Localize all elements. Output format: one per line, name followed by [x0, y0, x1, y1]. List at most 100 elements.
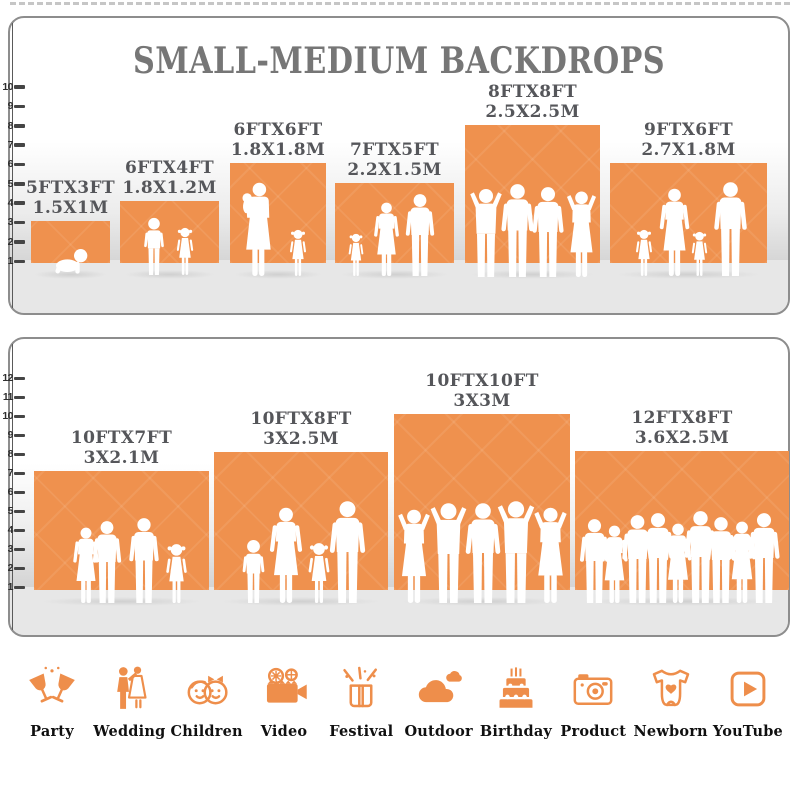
- ruler-tick-12: 12: [2, 372, 28, 384]
- size-meters: 2.2X1.5M: [347, 160, 442, 180]
- backdrop-size-label: 7FTX5FT 2.2X1.5M: [347, 140, 441, 180]
- ruler-tick-number: 12: [2, 372, 13, 384]
- page-title: SMALL-MEDIUM BACKDROPS: [132, 40, 666, 82]
- ruler-tick-number: 3: [7, 543, 14, 555]
- ground-strip: [10, 260, 788, 313]
- ruler-tick-4: 4: [2, 524, 28, 536]
- birthday-cake-icon: [499, 667, 533, 708]
- backdrop-size-label: 9FTX6FT 2.7X1.8M: [641, 120, 735, 160]
- ruler-tick-3: 3: [2, 543, 28, 555]
- girl-silhouette: [288, 229, 308, 276]
- ruler-tick-dash: [13, 547, 25, 552]
- backdrop-9ftx6ft: 9FTX6FT 2.7X1.8M: [610, 120, 767, 279]
- baby-silhouette: [49, 247, 91, 275]
- backdrop-size-label: 12FTX8FT 3.6X2.5M: [631, 408, 732, 448]
- wedding-couple-icon: [117, 666, 147, 709]
- size-feet: 5FTX3FT: [25, 178, 116, 198]
- party-glasses-icon: [29, 666, 75, 703]
- category-label: Festival: [329, 723, 394, 740]
- woman-arms-up-silhouette: [563, 189, 600, 277]
- ruler-tick-dash: [13, 528, 25, 533]
- ruler-tick-number: 5: [7, 177, 14, 190]
- size-feet: 9FTX6FT: [643, 120, 734, 140]
- size-feet: 7FTX5FT: [349, 140, 440, 160]
- feet-shadow: [401, 597, 563, 606]
- man-silhouette: [403, 194, 437, 276]
- category-label: Newborn: [633, 723, 708, 740]
- size-feet: 10FTX8FT: [250, 409, 352, 429]
- ruler-tick-1: 1: [2, 581, 28, 593]
- ruler-tick-number: 7: [7, 138, 14, 151]
- youtube-play-icon: [730, 671, 766, 707]
- backdrop-7ftx5ft: 7FTX5FT 2.2X1.5M: [335, 140, 454, 279]
- man-silhouette: [529, 187, 567, 277]
- backdrop-size-label: 6FTX4FT 1.8X1.2M: [122, 158, 216, 198]
- ruler-tick-dash: [13, 143, 25, 147]
- ruler-tick-dash: [13, 395, 25, 400]
- backdrop-10ftx8ft: 10FTX8FT 3X2.5M: [214, 409, 388, 606]
- ruler-tick-11: 11: [2, 391, 28, 403]
- outdoor-clouds-icon: [418, 671, 462, 703]
- ruler-tick-dash: [13, 414, 25, 419]
- ruler-tick-10: 10: [2, 81, 28, 93]
- size-meters: 1.5X1M: [32, 198, 109, 218]
- ruler-tick-dash: [13, 162, 25, 167]
- ruler-feet-bottom: 1 2 3 4 5 6 7 8 9 10 11 12: [2, 339, 32, 635]
- feet-shadow: [233, 270, 323, 279]
- category-label: Children: [170, 723, 243, 740]
- ruler-tick-number: 10: [2, 80, 13, 93]
- backdrop-size-label: 5FTX3FT 1.5X1M: [26, 178, 115, 218]
- festival-gift-icon: [343, 666, 378, 708]
- girl-silhouette: [634, 229, 654, 276]
- woman-silhouette: [266, 507, 306, 603]
- category-product: Product: [555, 656, 631, 740]
- ruler-tick-number: 1: [7, 255, 14, 267]
- panel-small-medium-top: SMALL-MEDIUM BACKDROPS 1 2 3 4 5 6 7 8 9 10 5FTX3…: [2, 16, 790, 315]
- category-label: Party: [30, 723, 74, 740]
- man-silhouette: [90, 521, 124, 603]
- ruler-tick-dash: [13, 124, 25, 128]
- ruler-tick-number: 8: [7, 448, 14, 460]
- ruler-tick-dash: [13, 220, 25, 225]
- ruler-tick-4: 4: [2, 197, 28, 209]
- ruler-tick-number: 6: [7, 158, 14, 171]
- backdrop-10ftx10ft: 10FTX10FT 3X3M: [394, 371, 570, 606]
- ruler-tick-number: 10: [2, 410, 13, 422]
- ruler-tick-dash: [13, 509, 25, 514]
- category-label: Wedding: [93, 723, 166, 740]
- category-children: Children: [169, 656, 245, 740]
- ruler-tick-number: 3: [7, 216, 14, 229]
- ruler-tick-number: 6: [7, 486, 14, 498]
- category-label: Video: [260, 723, 308, 740]
- category-youtube: YouTube: [710, 656, 786, 740]
- backdrop-6ftx4ft: 6FTX4FT 1.8X1.2M: [120, 158, 219, 279]
- size-meters: 3.6X2.5M: [634, 428, 730, 448]
- ruler-tick-8: 8: [2, 448, 28, 460]
- ruler-tick-dash: [13, 201, 25, 206]
- category-outdoor: Outdoor: [401, 656, 477, 740]
- mother-baby-silhouette: [238, 182, 277, 276]
- ruler-tick-9: 9: [2, 100, 28, 112]
- ruler-tick-number: 2: [7, 562, 14, 574]
- backdrop-size-label: 10FTX10FT 3X3M: [425, 371, 539, 411]
- man-silhouette: [126, 518, 162, 603]
- ruler-feet-top: 1 2 3 4 5 6 7 8 9 10: [2, 18, 32, 313]
- woman-silhouette: [371, 202, 402, 276]
- ruler-tick-3: 3: [2, 216, 28, 228]
- man-silhouette: [711, 182, 750, 276]
- backdrop-5ftx3ft: 5FTX3FT 1.5X1M: [26, 178, 115, 279]
- size-meters: 3X2.1M: [83, 448, 160, 468]
- ruler-tick-dash: [13, 240, 25, 244]
- girl-silhouette: [175, 227, 195, 275]
- ruler-tick-10: 10: [2, 410, 28, 422]
- backdrop-size-label: 10FTX7FT 3X2.1M: [71, 428, 172, 468]
- ruler-tick-2: 2: [2, 562, 28, 574]
- ruler-tick-2: 2: [2, 236, 28, 248]
- ruler-tick-dash: [13, 566, 25, 571]
- size-feet: 8FTX8FT: [487, 82, 578, 102]
- category-newborn: Newborn: [633, 656, 709, 740]
- size-feet: 10FTX7FT: [70, 428, 173, 448]
- children-faces-icon: [187, 675, 228, 705]
- size-meters: 3X2.5M: [263, 429, 339, 449]
- feet-shadow: [339, 270, 450, 279]
